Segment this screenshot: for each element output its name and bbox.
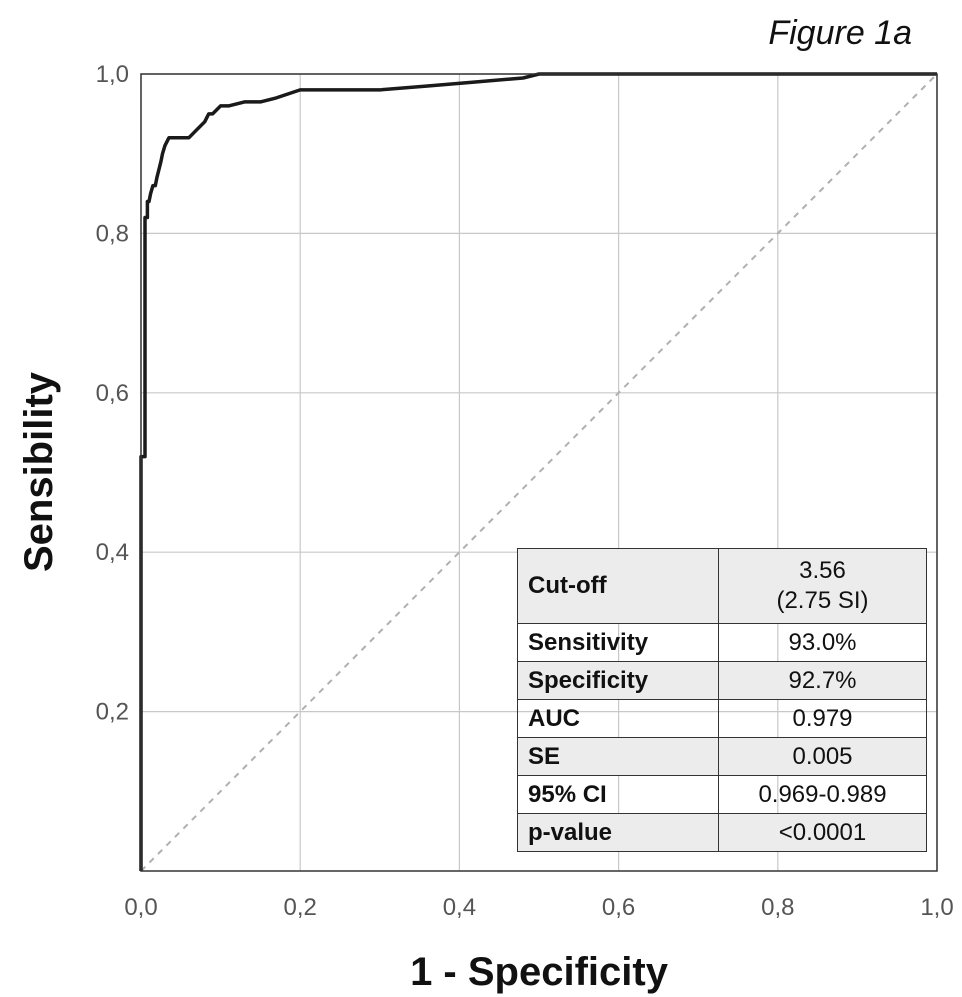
y-tick-labels: 0,2 0,4 0,6 0,8 1,0	[96, 61, 129, 726]
x-axis-label: 1 - Specificity	[410, 950, 669, 994]
x-tick-label: 0,0	[124, 894, 157, 921]
table-row: AUC 0.979	[517, 699, 927, 738]
row-value-cutoff: 3.56 (2.75 SI)	[718, 548, 927, 624]
x-tick-label: 1,0	[920, 894, 953, 921]
y-tick-label: 0,6	[96, 380, 129, 407]
row-label-se: SE	[517, 737, 719, 776]
row-value-auc: 0.979	[718, 699, 927, 738]
row-label-sensitivity: Sensitivity	[517, 623, 719, 662]
row-label-ci: 95% CI	[517, 775, 719, 814]
x-tick-label: 0,6	[602, 894, 635, 921]
row-label-auc: AUC	[517, 699, 719, 738]
table-row: Sensitivity 93.0%	[517, 623, 927, 662]
table-row: Specificity 92.7%	[517, 661, 927, 700]
row-value-p-value: <0.0001	[718, 813, 927, 852]
row-value-ci: 0.969-0.989	[718, 775, 927, 814]
y-tick-label: 0,8	[96, 220, 129, 247]
stats-table: Cut-off 3.56 (2.75 SI) Sensitivity 93.0%…	[517, 548, 927, 852]
x-tick-label: 0,4	[443, 894, 476, 921]
y-axis-label: Sensibility	[17, 371, 61, 572]
x-tick-label: 0,8	[761, 894, 794, 921]
cutoff-value-si: (2.75 SI)	[776, 587, 869, 614]
cutoff-value: 3.56	[799, 557, 846, 584]
y-tick-label: 0,2	[96, 699, 129, 726]
x-tick-label: 0,2	[284, 894, 317, 921]
row-label-specificity: Specificity	[517, 661, 719, 700]
table-row: Cut-off 3.56 (2.75 SI)	[517, 548, 927, 624]
x-tick-labels: 0,0 0,2 0,4 0,6 0,8 1,0	[124, 894, 953, 921]
table-row: SE 0.005	[517, 737, 927, 776]
row-label-p-value: p-value	[517, 813, 719, 852]
row-value-sensitivity: 93.0%	[718, 623, 927, 662]
table-row: p-value <0.0001	[517, 813, 927, 852]
y-tick-label: 1,0	[96, 61, 129, 88]
roc-curve-line	[139, 72, 937, 871]
figure-label: Figure 1a	[768, 14, 912, 52]
row-value-specificity: 92.7%	[718, 661, 927, 700]
reference-diagonal-line	[140, 73, 938, 872]
row-label-cutoff: Cut-off	[517, 548, 719, 624]
y-tick-label: 0,4	[96, 539, 129, 566]
plot-frame	[140, 73, 938, 872]
row-value-se: 0.005	[718, 737, 927, 776]
table-row: 95% CI 0.969-0.989	[517, 775, 927, 814]
